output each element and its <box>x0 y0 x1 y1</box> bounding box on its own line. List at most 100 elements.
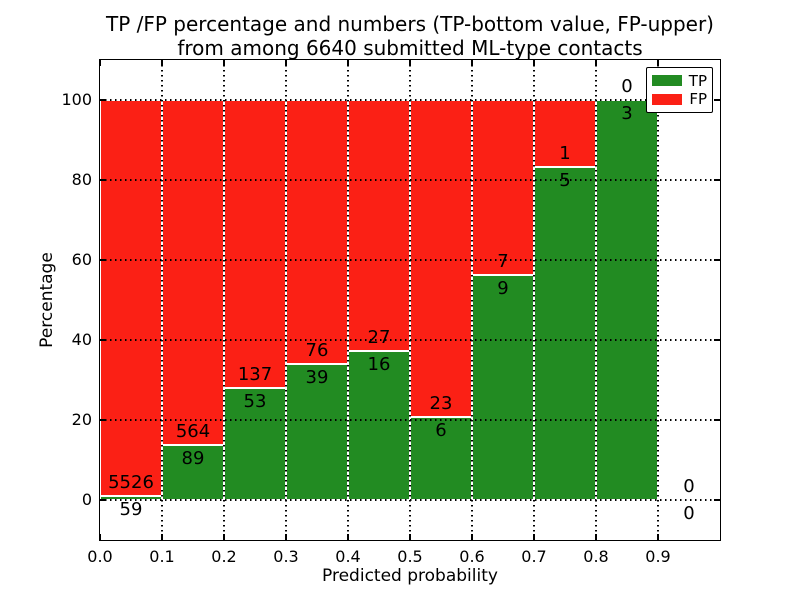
bar-segment-tp-0.6-0.7 <box>472 275 534 500</box>
y-tick-right-20 <box>714 419 720 421</box>
count-label-tp-0.9-1.0: 0 <box>683 503 695 524</box>
bar-segment-fp-0.2-0.3 <box>224 100 286 389</box>
y-tick-label-60: 60 <box>71 250 92 269</box>
x-tick-label-0.0: 0.0 <box>87 547 113 566</box>
y-axis-label: Percentage <box>37 252 57 348</box>
x-tick-bottom-0.5 <box>409 534 411 540</box>
y-tick-left-20 <box>100 419 106 421</box>
gridline-x-0.5 <box>409 60 411 540</box>
legend-row-fp: FP <box>652 91 707 107</box>
x-tick-label-0.8: 0.8 <box>583 547 609 566</box>
gridline-y-100 <box>100 99 720 101</box>
y-tick-label-80: 80 <box>71 170 92 189</box>
gridline-x-0.8 <box>595 60 597 540</box>
x-tick-bottom-0.4 <box>347 534 349 540</box>
bar-segment-tp-0.7-0.8 <box>534 166 596 500</box>
y-tick-label-0: 0 <box>81 490 92 509</box>
count-label-fp-0.8-0.9: 0 <box>621 76 633 97</box>
gridline-x-0.4 <box>347 60 349 540</box>
legend-label-fp: FP <box>689 90 707 109</box>
count-label-fp-0.6-0.7: 7 <box>497 251 509 272</box>
gridline-x-0.3 <box>285 60 287 540</box>
x-tick-top-0.5 <box>409 60 411 66</box>
gridline-x-0.2 <box>223 60 225 540</box>
gridline-y-40 <box>100 339 720 341</box>
y-tick-left-0 <box>100 499 106 501</box>
count-label-tp-0.6-0.7: 9 <box>497 278 509 299</box>
legend: TP FP <box>646 67 713 113</box>
x-tick-top-0.7 <box>533 60 535 66</box>
x-axis-label: Predicted probability <box>322 566 498 586</box>
bar-segment-fp-0.4-0.5 <box>348 100 410 352</box>
gridline-x-0.7 <box>533 60 535 540</box>
x-tick-label-0.6: 0.6 <box>459 547 485 566</box>
count-label-fp-0.7-0.8: 1 <box>559 142 571 164</box>
x-tick-top-0.6 <box>471 60 473 66</box>
x-tick-label-0.9: 0.9 <box>645 547 671 566</box>
x-tick-bottom-0.9 <box>657 534 659 540</box>
count-label-tp-0.3-0.4: 39 <box>305 367 329 389</box>
count-label-tp-0.0-0.1: 59 <box>119 498 143 520</box>
x-tick-top-0.2 <box>223 60 225 66</box>
gridline-x-0.6 <box>471 60 473 540</box>
x-tick-bottom-0.7 <box>533 534 535 540</box>
y-tick-right-80 <box>714 179 720 181</box>
bar-segment-fp-0.1-0.2 <box>162 100 224 446</box>
chart-title-line1: TP /FP percentage and numbers (TP-bottom… <box>106 12 714 36</box>
y-tick-right-0 <box>714 499 720 501</box>
x-tick-bottom-0.6 <box>471 534 473 540</box>
fp-swatch-icon <box>652 93 682 105</box>
gridline-x-0.1 <box>161 60 163 540</box>
bar-segment-fp-0.0-0.1 <box>100 100 162 496</box>
x-tick-top-0.3 <box>285 60 287 66</box>
y-tick-left-100 <box>100 99 106 101</box>
gridline-y-20 <box>100 419 720 421</box>
x-tick-bottom-0.2 <box>223 534 225 540</box>
x-tick-top-0.4 <box>347 60 349 66</box>
x-tick-bottom-0.8 <box>595 534 597 540</box>
x-tick-label-0.4: 0.4 <box>335 547 361 566</box>
x-tick-top-0.1 <box>161 60 163 66</box>
chart-title-line2: from among 6640 submitted ML-type contac… <box>177 36 643 60</box>
gridline-y-80 <box>100 179 720 181</box>
x-tick-label-0.2: 0.2 <box>211 547 237 566</box>
count-label-fp-0.3-0.4: 76 <box>305 340 329 362</box>
x-tick-bottom-0 <box>99 534 101 540</box>
gridline-y-60 <box>100 259 720 261</box>
x-tick-top-0.8 <box>595 60 597 66</box>
gridline-x-0.9 <box>657 60 659 540</box>
count-label-fp-0.5-0.6: 23 <box>429 393 453 415</box>
tp-swatch-icon <box>652 75 682 87</box>
count-label-fp-0.4-0.5: 27 <box>367 327 391 349</box>
bar-segment-fp-0.3-0.4 <box>286 100 348 365</box>
x-tick-label-0.5: 0.5 <box>397 547 423 566</box>
count-label-fp-0.1-0.2: 564 <box>175 421 211 443</box>
count-label-tp-0.4-0.5: 16 <box>367 354 391 376</box>
y-tick-right-60 <box>714 259 720 261</box>
y-tick-left-80 <box>100 179 106 181</box>
legend-label-tp: TP <box>688 71 707 90</box>
count-label-fp-0.9-1.0: 0 <box>683 476 695 497</box>
y-tick-left-60 <box>100 259 106 261</box>
y-tick-right-40 <box>714 339 720 341</box>
count-label-tp-0.1-0.2: 89 <box>181 448 205 470</box>
y-tick-label-100: 100 <box>61 90 92 109</box>
y-tick-left-40 <box>100 339 106 341</box>
x-tick-top-0.9 <box>657 60 659 66</box>
count-label-tp-0.7-0.8: 5 <box>559 169 571 191</box>
y-tick-label-20: 20 <box>71 410 92 429</box>
x-tick-top-0 <box>99 60 101 66</box>
bar-segment-tp-0.8-0.9 <box>596 100 658 500</box>
legend-row-tp: TP <box>652 73 707 89</box>
y-tick-right-100 <box>714 99 720 101</box>
y-tick-label-40: 40 <box>71 330 92 349</box>
x-tick-bottom-0.1 <box>161 534 163 540</box>
count-label-tp-0.5-0.6: 6 <box>435 420 447 442</box>
chart-title: TP /FP percentage and numbers (TP-bottom… <box>100 12 720 60</box>
bar-segment-fp-0.6-0.7 <box>472 100 534 275</box>
count-label-fp-0.2-0.3: 137 <box>237 364 273 386</box>
count-label-tp-0.8-0.9: 3 <box>621 103 633 124</box>
count-label-tp-0.2-0.3: 53 <box>243 391 267 413</box>
x-tick-label-0.1: 0.1 <box>149 547 175 566</box>
